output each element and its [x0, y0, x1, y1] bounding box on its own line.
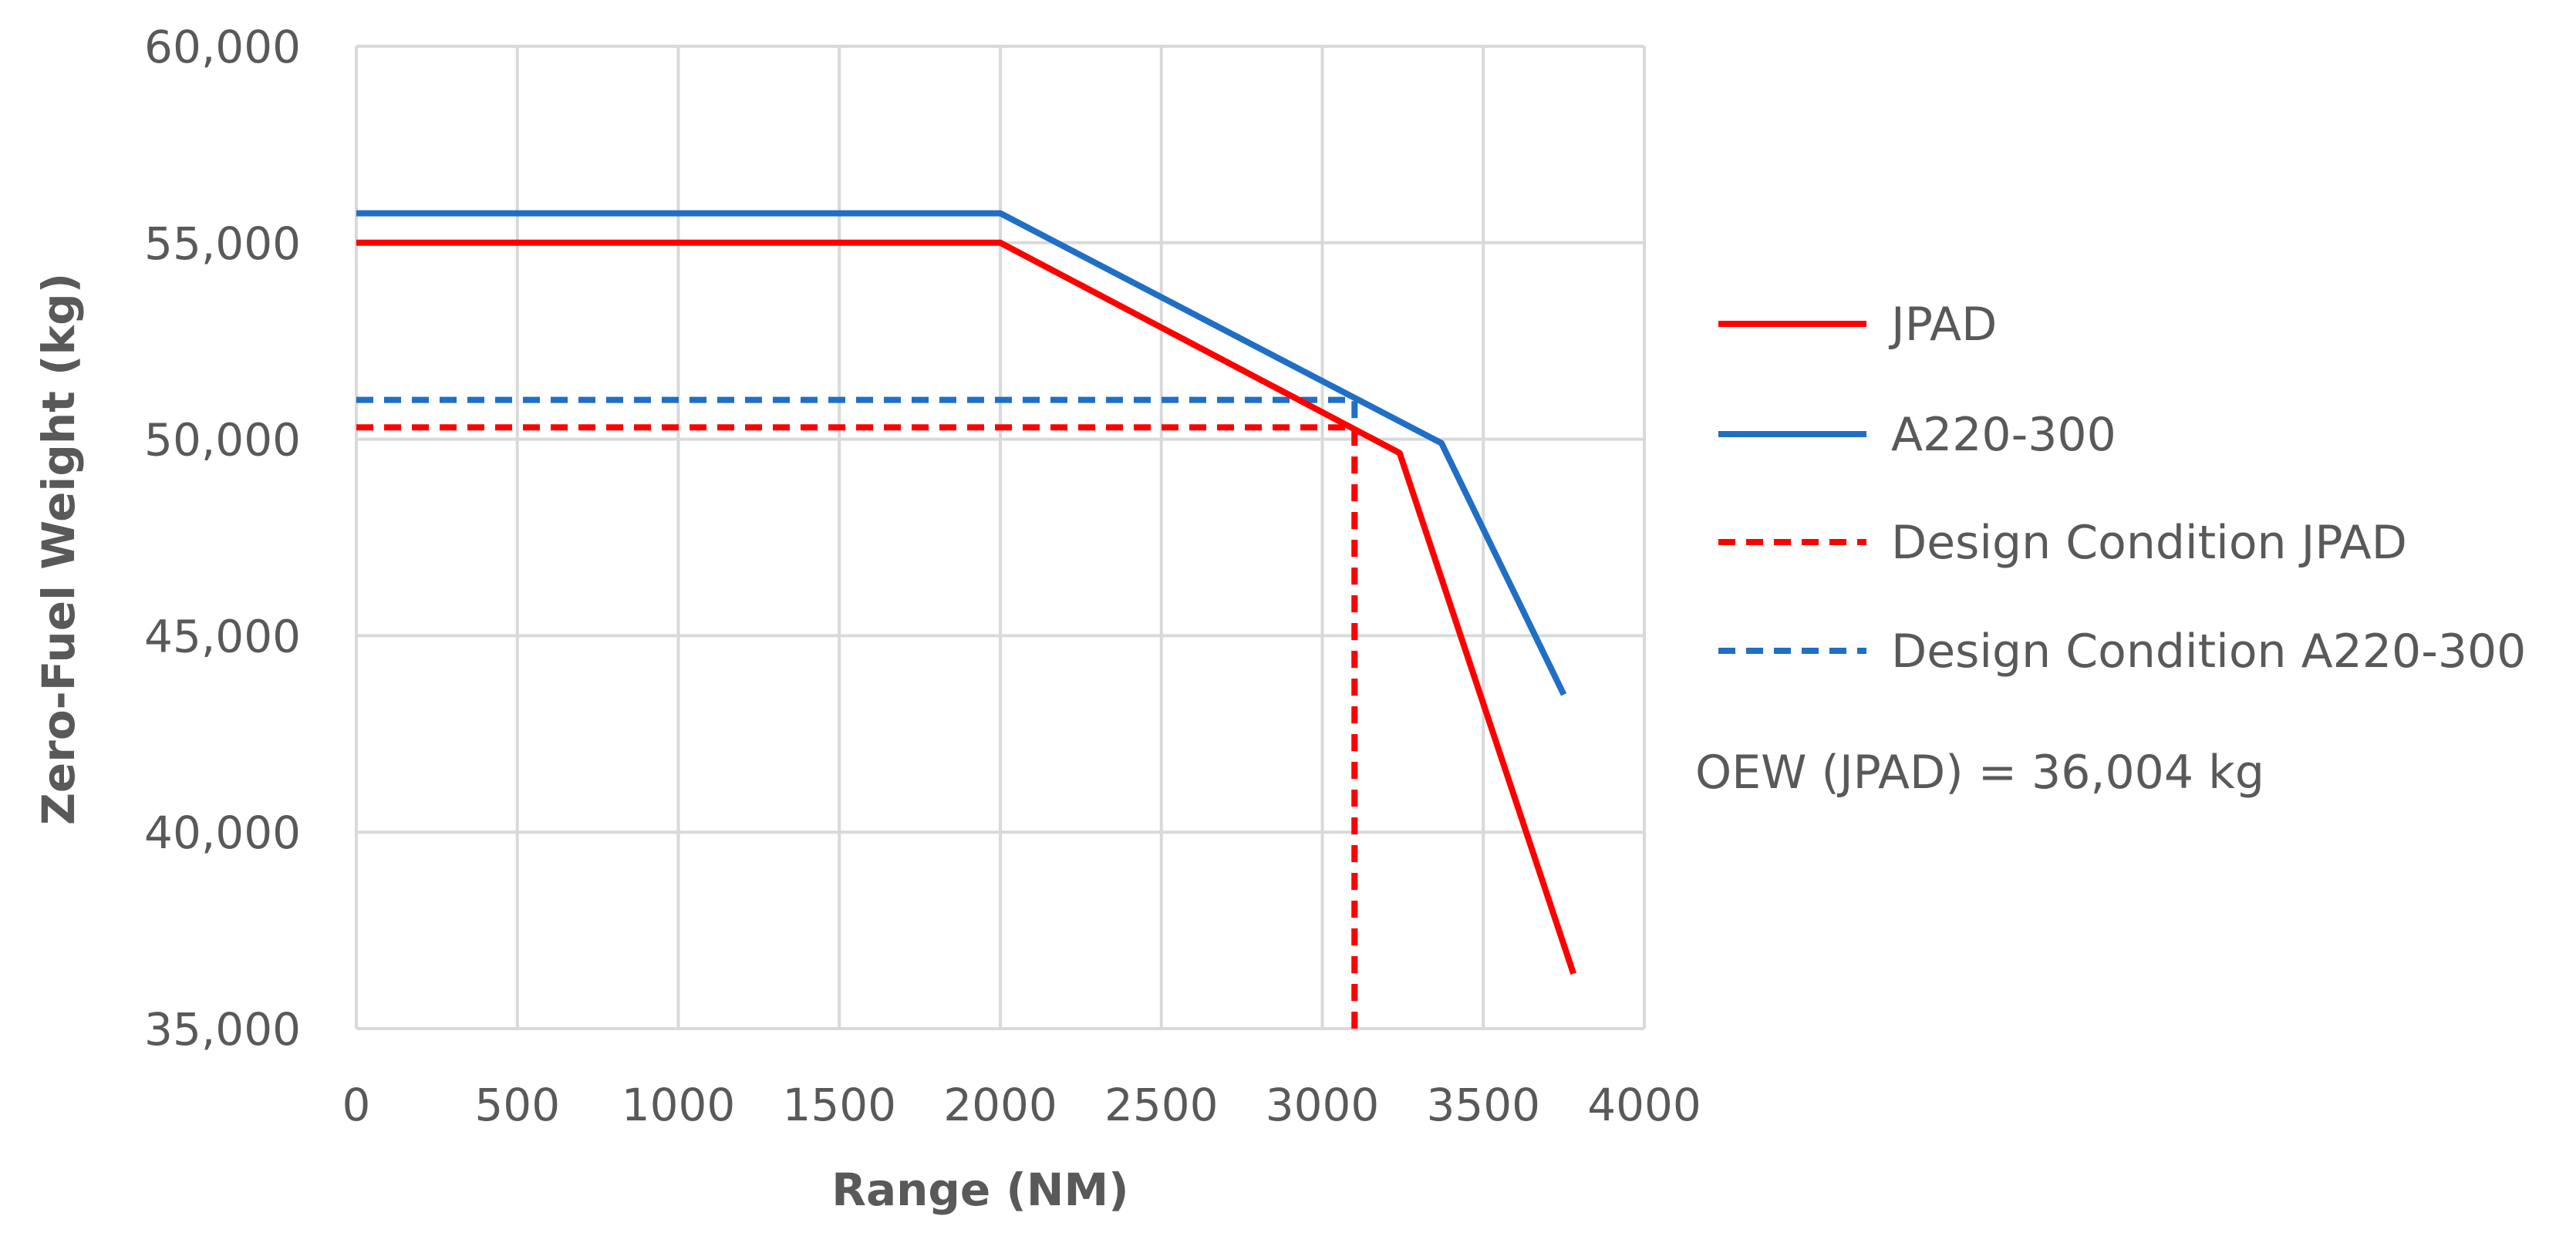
- x-tick-label: 1000: [622, 1079, 736, 1131]
- y-tick-label: 40,000: [144, 807, 301, 859]
- tick-labels: 0 500 1000 1500 2000 2500 3000 3500 4000 35,000 40…: [144, 21, 1701, 1131]
- x-tick-label: 4000: [1587, 1079, 1701, 1131]
- y-axis-title: Zero-Fuel Weight (kg): [32, 273, 85, 825]
- series-line-design-condition-jpad: [356, 424, 1358, 1029]
- legend: JPAD A220-300 Design Condition JPAD Design …: [1718, 298, 2526, 679]
- x-tick-label: 1500: [782, 1079, 896, 1131]
- x-tick-label: 500: [474, 1079, 560, 1131]
- y-tick-label: 60,000: [144, 21, 301, 73]
- legend-label: Design Condition A220-300: [1891, 625, 2526, 679]
- legend-label: JPAD: [1888, 298, 1997, 352]
- y-tick-label: 55,000: [144, 217, 301, 270]
- series-line-a220-300: [356, 210, 1567, 696]
- y-tick-label: 45,000: [144, 610, 301, 662]
- x-tick-label: 3500: [1426, 1079, 1540, 1131]
- plot-series: [356, 210, 1576, 1029]
- series-line-jpad: [356, 239, 1576, 975]
- oew-annotation: OEW (JPAD) = 36,004 kg: [1695, 746, 2264, 800]
- gridlines: [355, 45, 1646, 1030]
- y-tick-label: 50,000: [144, 414, 301, 467]
- x-tick-label: 3000: [1266, 1079, 1380, 1131]
- series-line-design-condition-a220-300: [356, 396, 1358, 1029]
- legend-label: A220-300: [1891, 408, 2116, 462]
- y-tick-label: 35,000: [144, 1003, 301, 1056]
- x-tick-label: 2000: [943, 1079, 1057, 1131]
- legend-label: Design Condition JPAD: [1891, 516, 2407, 570]
- x-axis-title: Range (NM): [831, 1164, 1128, 1216]
- x-tick-label: 2500: [1104, 1079, 1219, 1131]
- x-tick-label: 0: [342, 1079, 371, 1131]
